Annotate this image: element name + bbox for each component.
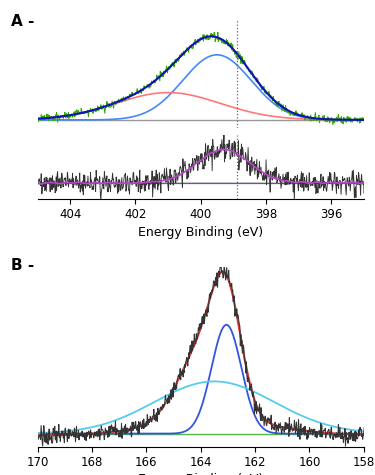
Text: B -: B - [11,258,34,273]
X-axis label: Energy Binding (eV): Energy Binding (eV) [138,226,263,238]
Text: A -: A - [11,14,35,28]
X-axis label: Energy Binding (eV): Energy Binding (eV) [138,474,263,475]
